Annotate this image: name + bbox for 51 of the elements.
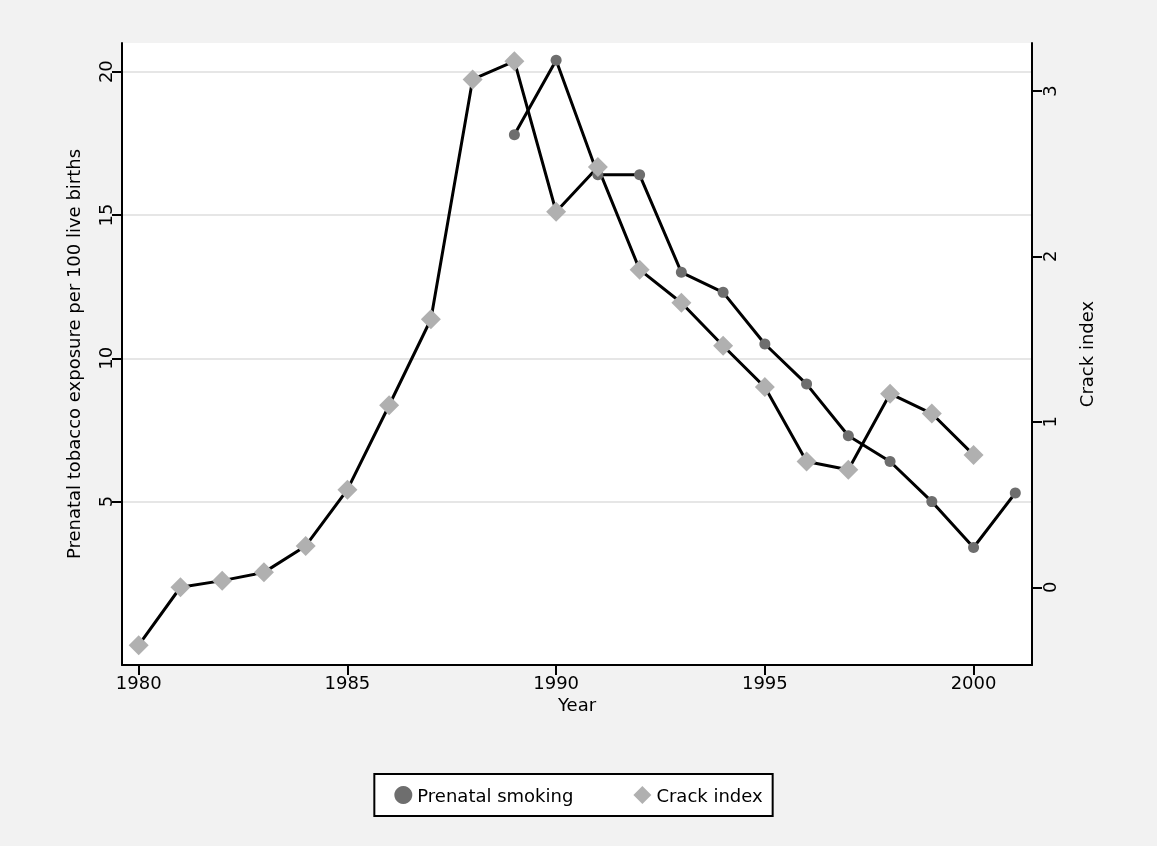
point: [838, 459, 859, 480]
point: [128, 635, 149, 656]
y2-axis-title: Crack index: [1075, 300, 1097, 408]
point: [337, 479, 358, 500]
point: [717, 286, 729, 298]
y-tick-label: 5: [94, 495, 116, 508]
point: [880, 383, 901, 404]
point: [420, 309, 441, 330]
point: [842, 430, 854, 442]
point: [629, 259, 650, 280]
y-axis-title: Prenatal tobacco exposure per 100 live births: [62, 148, 84, 560]
point: [587, 157, 608, 178]
point: [926, 496, 938, 508]
y-tick-label: 10: [94, 346, 116, 370]
y-tick-label: 20: [94, 60, 116, 84]
legend-label: Prenatal smoking: [417, 784, 574, 806]
y-tick-label: 15: [94, 203, 116, 227]
point: [1009, 487, 1021, 499]
point: [759, 338, 771, 350]
point: [295, 535, 316, 556]
point: [713, 335, 734, 356]
y2-tick-label: 1: [1038, 416, 1060, 428]
point: [504, 51, 525, 72]
x-tick-label: 1985: [324, 671, 371, 693]
point: [546, 201, 567, 222]
y2-tick-label: 2: [1038, 250, 1060, 263]
point: [921, 403, 942, 424]
point: [968, 541, 980, 553]
point: [801, 378, 813, 390]
point: [508, 129, 520, 141]
point: [671, 292, 692, 313]
point: [550, 54, 562, 66]
x-tick-label: 1990: [533, 671, 580, 693]
point: [170, 577, 191, 598]
x-tick-label: 1980: [115, 671, 162, 693]
point: [253, 562, 274, 583]
y2-tick-label: 3: [1038, 85, 1060, 97]
point: [796, 451, 817, 472]
point: [212, 570, 233, 591]
legend-label: Crack index: [656, 784, 764, 806]
point: [675, 266, 687, 278]
x-axis-title: Year: [556, 694, 597, 716]
point: [884, 455, 896, 467]
point: [634, 169, 646, 181]
point: [462, 69, 483, 90]
x-tick-label: 1995: [741, 671, 788, 693]
point: [379, 395, 400, 416]
y2-tick-label: 0: [1038, 581, 1060, 593]
x-tick-label: 2000: [950, 671, 997, 693]
point: [754, 377, 775, 398]
point: [963, 444, 984, 465]
